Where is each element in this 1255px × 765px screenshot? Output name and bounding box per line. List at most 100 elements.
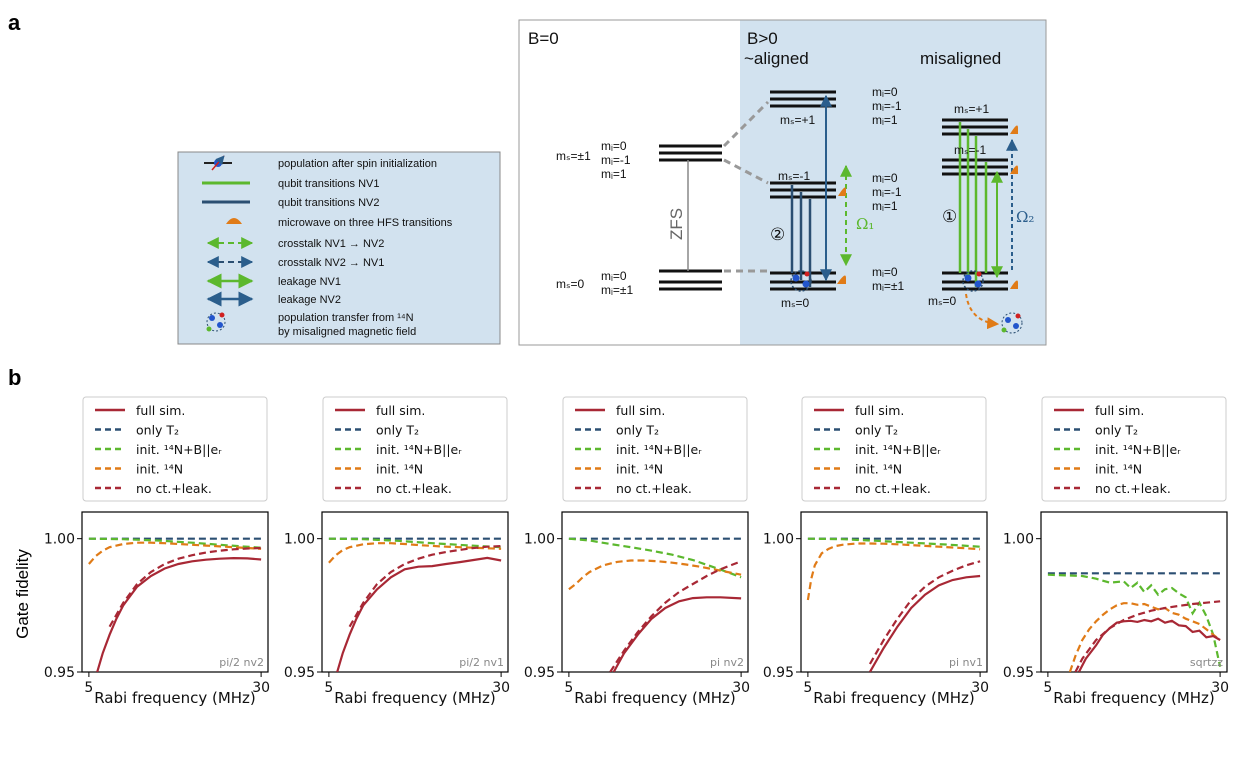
legend-label: only T₂ xyxy=(376,423,419,438)
series-line xyxy=(609,560,742,672)
mi-0-mid-aligned: mᵢ=0 xyxy=(872,171,898,185)
series-line xyxy=(88,541,262,565)
legend-label: no ct.+leak. xyxy=(855,481,931,496)
mi-0-b0: mᵢ=0 xyxy=(601,139,627,153)
x-tick-label: 5 xyxy=(1043,680,1052,696)
series-line xyxy=(88,537,262,549)
y-tick-label: 0.95 xyxy=(524,665,555,681)
legend-label: only T₂ xyxy=(1095,423,1138,438)
x-tick-label: 5 xyxy=(564,680,573,696)
panel-b-letter: b xyxy=(8,365,21,390)
y-tick-label: 0.95 xyxy=(44,665,75,681)
circle2-label: ② xyxy=(770,225,785,245)
legend-label: full sim. xyxy=(136,403,185,418)
mi-m1-top-aligned: mᵢ=-1 xyxy=(872,99,902,113)
legend-label: no ct.+leak. xyxy=(376,481,452,496)
series-line xyxy=(336,556,502,672)
legend-a-label-1: qubit transitions NV1 xyxy=(278,178,380,190)
x-tick-label: 5 xyxy=(84,680,93,696)
b-pos-title: B>0 xyxy=(747,29,778,48)
x-axis-label: Rabi frequency (MHz) xyxy=(1053,689,1215,707)
ms-0-label: mₛ=0 xyxy=(556,277,584,291)
axes-frame xyxy=(800,511,988,673)
circle1-label: ① xyxy=(942,207,957,227)
series-line xyxy=(1047,573,1222,667)
axes-frame xyxy=(321,511,509,673)
series-line xyxy=(1077,617,1221,672)
population-cluster-aligned xyxy=(790,270,812,292)
mi-0-b0-low: mᵢ=0 xyxy=(601,269,627,283)
legend-label: init. ¹⁴N xyxy=(855,462,902,477)
ms-minus1-misaligned: mₛ=-1 xyxy=(954,143,986,157)
x-tick-label: 5 xyxy=(324,680,333,696)
mi-1-top-aligned: mᵢ=1 xyxy=(872,113,898,127)
axes-frame xyxy=(81,511,269,673)
y-tick-label: 1.00 xyxy=(1003,532,1034,548)
panel-title: pi nv2 xyxy=(710,656,744,669)
zfs-label: ZFS xyxy=(667,208,686,240)
legend-label: full sim. xyxy=(376,403,425,418)
mi-m1-mid-aligned: mᵢ=-1 xyxy=(872,185,902,199)
legend-label: no ct.+leak. xyxy=(136,481,212,496)
orange-bump-icon xyxy=(226,218,242,224)
y-tick-label: 1.00 xyxy=(763,532,794,548)
legend-label: full sim. xyxy=(616,403,665,418)
series-line xyxy=(328,537,502,549)
mi-pm1-low-aligned: mᵢ=±1 xyxy=(872,279,904,293)
legend-label: init. ¹⁴N xyxy=(136,462,183,477)
series-line xyxy=(348,545,502,628)
legend-label: init. ¹⁴N+B||eᵣ xyxy=(376,442,462,457)
series-line xyxy=(568,559,742,591)
series-line xyxy=(612,596,742,672)
subplot-4: full sim. only T₂ init. ¹⁴N+B||eᵣ init. ¹⁴N… xyxy=(1003,396,1229,707)
panel-title: pi nv1 xyxy=(949,656,983,669)
legend-label: init. ¹⁴N xyxy=(616,462,663,477)
panel-a-letter: a xyxy=(8,10,21,35)
x-tick-label: 30 xyxy=(252,680,270,696)
legend-label: init. ¹⁴N+B||eᵣ xyxy=(616,442,702,457)
series-line xyxy=(108,546,262,628)
omega2-label: Ω₂ xyxy=(1016,208,1034,226)
y-tick-label: 1.00 xyxy=(284,532,315,548)
series-line xyxy=(1074,600,1221,672)
legend-label: init. ¹⁴N xyxy=(376,462,423,477)
panel-title: pi/2 nv2 xyxy=(219,656,264,669)
x-tick-label: 30 xyxy=(492,680,510,696)
series-line xyxy=(806,542,981,601)
x-axis-label: Rabi frequency (MHz) xyxy=(813,689,975,707)
subplot-3: full sim. only T₂ init. ¹⁴N+B||eᵣ init. ¹⁴N… xyxy=(763,396,989,707)
y-tick-label: 1.00 xyxy=(44,532,75,548)
panel-title: pi/2 nv1 xyxy=(459,656,504,669)
legend-label: init. ¹⁴N+B||eᵣ xyxy=(136,442,222,457)
legend-label: no ct.+leak. xyxy=(616,481,692,496)
subplot-1: full sim. only T₂ init. ¹⁴N+B||eᵣ init. ¹⁴N… xyxy=(284,396,510,707)
ms-zero-misaligned: mₛ=0 xyxy=(928,294,956,308)
y-tick-label: 1.00 xyxy=(524,532,555,548)
panel-a-legend: population after spin initialization qub… xyxy=(177,151,501,345)
transfer-cluster-diagram-icon xyxy=(1001,312,1023,334)
legend-a-label-2: qubit transitions NV2 xyxy=(278,197,380,209)
legend-a-label-8: population transfer from ¹⁴N xyxy=(278,312,414,324)
misaligned-title: misaligned xyxy=(920,49,1001,68)
legend-a-label-0: population after spin initialization xyxy=(278,158,437,170)
x-tick-label: 30 xyxy=(732,680,750,696)
x-axis-label: Rabi frequency (MHz) xyxy=(94,689,256,707)
x-axis-label: Rabi frequency (MHz) xyxy=(334,689,496,707)
legend-label: full sim. xyxy=(855,403,904,418)
axes-frame xyxy=(1040,511,1228,673)
y-axis-label: Gate fidelity xyxy=(13,549,32,639)
subplot-0: full sim. only T₂ init. ¹⁴N+B||eᵣ init. ¹⁴N… xyxy=(44,396,270,707)
legend-a-label-3: microwave on three HFS transitions xyxy=(278,217,453,229)
series-line xyxy=(96,556,262,672)
legend-label: init. ¹⁴N xyxy=(1095,462,1142,477)
legend-a-label-7: leakage NV2 xyxy=(278,294,341,306)
y-tick-label: 0.95 xyxy=(284,665,315,681)
legend-label: full sim. xyxy=(1095,403,1144,418)
subplots: full sim. only T₂ init. ¹⁴N+B||eᵣ init. ¹⁴N… xyxy=(44,396,1229,707)
aligned-title: ~aligned xyxy=(744,49,809,68)
series-line xyxy=(868,574,981,672)
population-cluster-misaligned xyxy=(962,270,984,292)
series-line xyxy=(868,560,981,665)
legend-label: init. ¹⁴N+B||eᵣ xyxy=(855,442,941,457)
